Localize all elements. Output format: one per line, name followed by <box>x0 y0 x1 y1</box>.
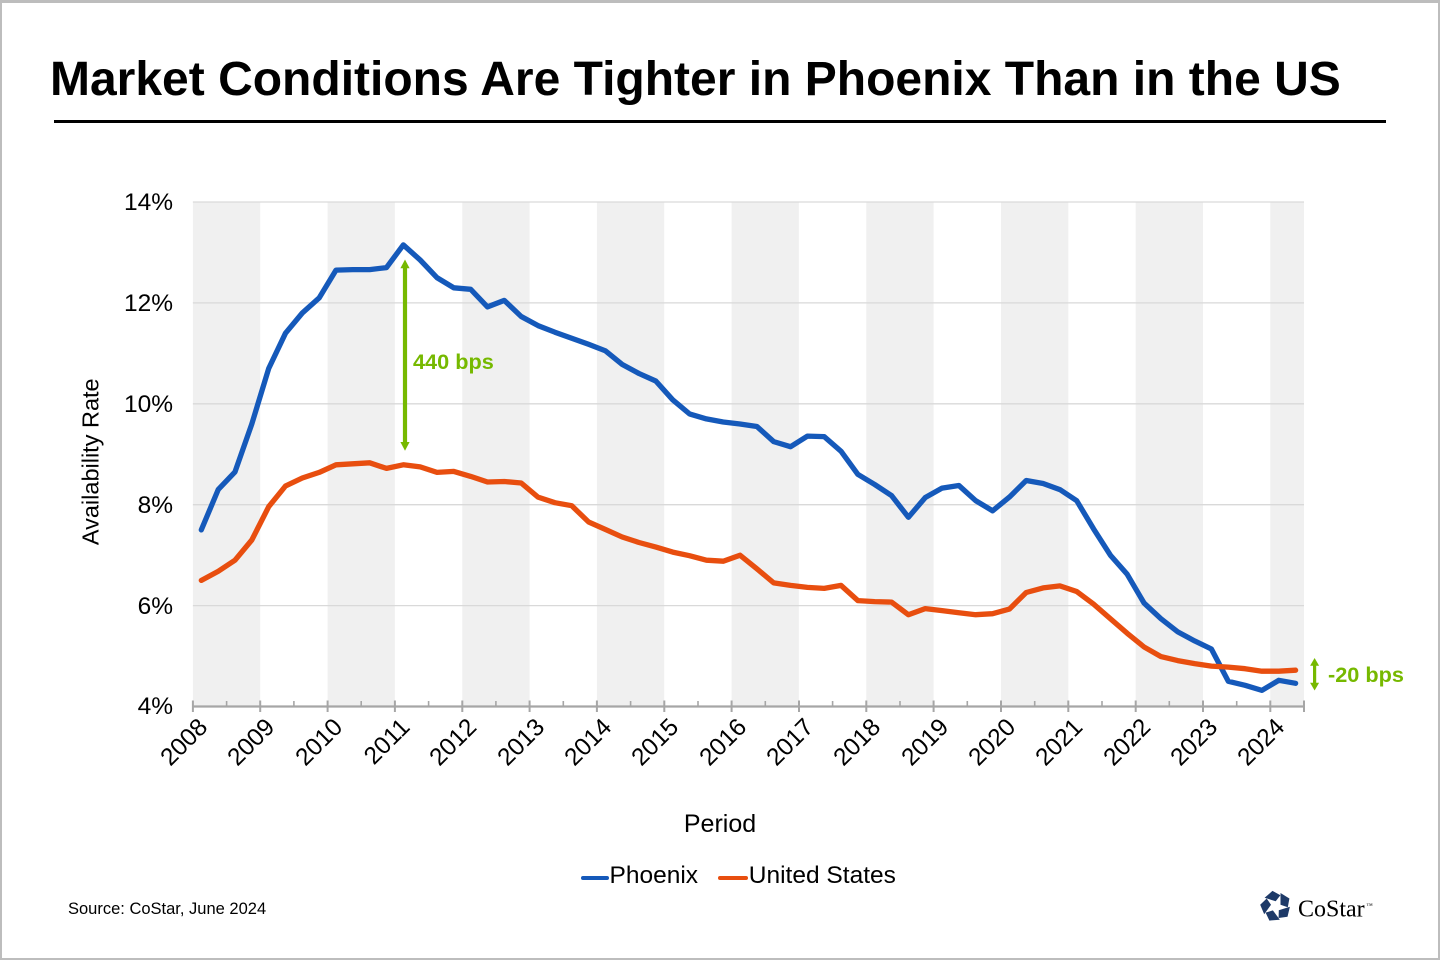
svg-text:™: ™ <box>1367 903 1374 910</box>
svg-text:CoStar: CoStar <box>1298 897 1365 923</box>
